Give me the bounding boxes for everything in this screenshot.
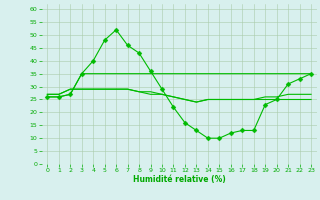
- X-axis label: Humidité relative (%): Humidité relative (%): [133, 175, 226, 184]
